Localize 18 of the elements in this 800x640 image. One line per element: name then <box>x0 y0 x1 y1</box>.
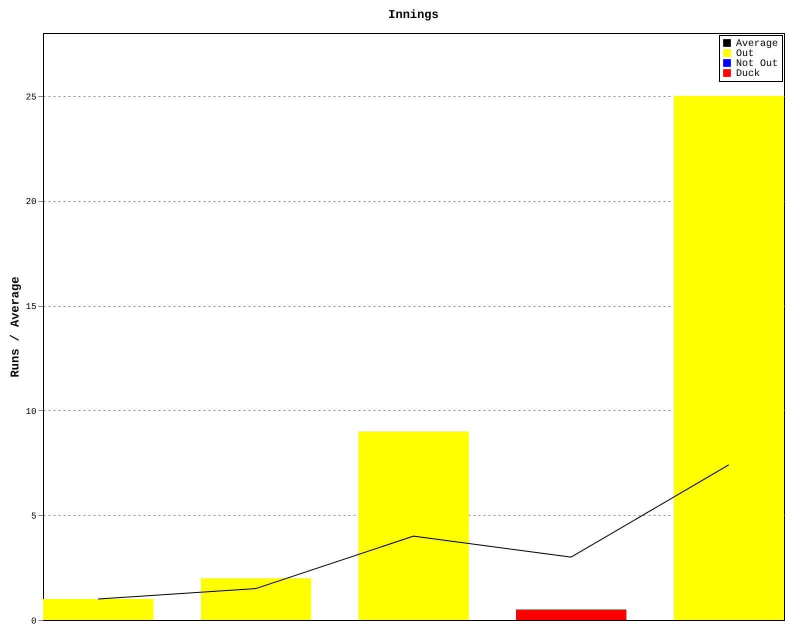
y-axis-title: Runs / Average <box>8 276 23 378</box>
line-series <box>98 464 730 600</box>
y-tick-label: 0 <box>31 616 36 626</box>
bar <box>674 96 784 620</box>
bar <box>200 578 312 620</box>
y-tick-label: 25 <box>26 92 36 102</box>
y-tick-label: 5 <box>31 512 36 522</box>
chart-title: Innings <box>388 8 439 22</box>
y-tick-label: 15 <box>26 302 36 312</box>
bar <box>358 431 469 620</box>
legend-label: Not Out <box>736 59 778 70</box>
bar <box>43 599 154 620</box>
legend-label: Duck <box>736 68 760 80</box>
y-tick-label: 20 <box>26 197 36 208</box>
bar <box>516 610 626 620</box>
y-tick-label: 10 <box>26 406 36 417</box>
legend-label: Average <box>736 39 778 50</box>
legend-label: Out <box>736 49 754 60</box>
